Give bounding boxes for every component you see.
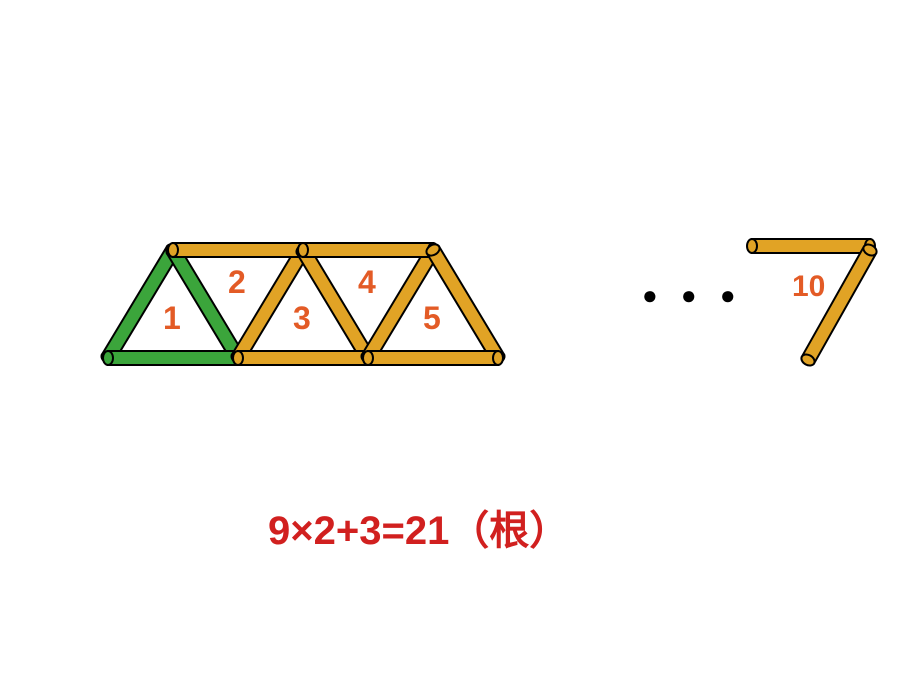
- triangle-label-1: 1: [163, 300, 181, 337]
- triangle-label-5: 5: [423, 300, 441, 337]
- ellipsis-dots: ● ● ●: [642, 280, 744, 311]
- formula-text: 9×2+3=21（根）: [268, 498, 569, 556]
- triangle-label-10: 10: [792, 270, 825, 304]
- sticks-svg: [0, 0, 920, 690]
- triangle-label-2: 2: [228, 264, 246, 301]
- triangle-label-3: 3: [293, 300, 311, 337]
- triangle-label-4: 4: [358, 264, 376, 301]
- diagram-canvas: 1 2 3 4 5 ● ● ● 10 9×2+3=21（根）: [0, 0, 920, 690]
